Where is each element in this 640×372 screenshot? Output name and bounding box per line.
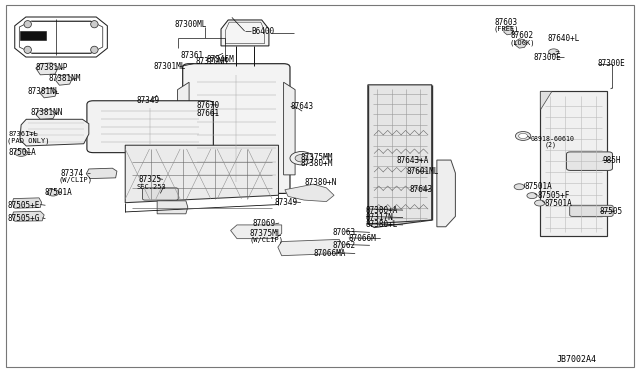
Text: 87381NN: 87381NN <box>30 108 63 117</box>
Text: 87643: 87643 <box>410 185 433 194</box>
Polygon shape <box>177 82 189 175</box>
Ellipse shape <box>24 20 31 28</box>
Polygon shape <box>285 184 334 202</box>
Text: 87300ML: 87300ML <box>174 20 207 29</box>
Polygon shape <box>230 225 282 238</box>
Text: (W/CLIP): (W/CLIP) <box>250 237 284 243</box>
Circle shape <box>15 149 28 156</box>
Text: SEC.253: SEC.253 <box>136 184 166 190</box>
Text: JB7002A4: JB7002A4 <box>556 355 596 364</box>
Text: 87349: 87349 <box>274 198 297 207</box>
Text: 87380+N: 87380+N <box>305 178 337 187</box>
Text: 87375MM: 87375MM <box>301 153 333 161</box>
Text: 87501A: 87501A <box>8 148 36 157</box>
Text: 87380+L: 87380+L <box>366 221 398 230</box>
Text: (2): (2) <box>545 142 557 148</box>
Circle shape <box>295 154 308 162</box>
Polygon shape <box>437 160 456 227</box>
Circle shape <box>47 189 59 196</box>
Text: B6400: B6400 <box>251 26 274 36</box>
Circle shape <box>515 132 531 140</box>
Ellipse shape <box>24 46 31 54</box>
Polygon shape <box>40 88 57 98</box>
Text: 87325: 87325 <box>139 175 162 184</box>
Polygon shape <box>36 63 58 75</box>
Text: 87062: 87062 <box>332 241 355 250</box>
Text: 87505+F: 87505+F <box>537 191 570 200</box>
Polygon shape <box>515 39 527 48</box>
FancyBboxPatch shape <box>87 101 213 153</box>
Text: 87643+A: 87643+A <box>397 155 429 164</box>
Text: 87640+L: 87640+L <box>548 34 580 43</box>
Text: 87301ML: 87301ML <box>154 62 186 71</box>
Text: 87380+M: 87380+M <box>301 159 333 168</box>
Text: 87505+G: 87505+G <box>7 214 40 223</box>
Text: (FREE): (FREE) <box>493 26 518 32</box>
Text: 87375ML: 87375ML <box>250 229 282 238</box>
Polygon shape <box>36 110 56 119</box>
Text: 87501A: 87501A <box>44 188 72 197</box>
FancyBboxPatch shape <box>570 205 613 217</box>
Polygon shape <box>12 198 42 208</box>
Text: 87063: 87063 <box>332 228 355 237</box>
Text: 87380+A: 87380+A <box>366 206 398 215</box>
Text: 87069: 87069 <box>253 219 276 228</box>
Circle shape <box>548 49 559 55</box>
Text: 87505: 87505 <box>600 207 623 216</box>
Text: 87066M: 87066M <box>348 234 376 243</box>
Text: 87346M: 87346M <box>206 55 234 64</box>
Text: 87643: 87643 <box>291 102 314 111</box>
Text: 87349: 87349 <box>136 96 159 105</box>
Text: 87317N: 87317N <box>366 213 394 222</box>
FancyBboxPatch shape <box>566 152 612 170</box>
Bar <box>540 92 607 236</box>
Text: 87361: 87361 <box>180 51 204 60</box>
Text: 985H: 985H <box>602 155 621 164</box>
Circle shape <box>514 184 524 190</box>
Text: 87381NM: 87381NM <box>49 74 81 83</box>
Polygon shape <box>20 119 89 146</box>
Circle shape <box>518 134 527 138</box>
Text: 87603: 87603 <box>494 18 518 27</box>
Polygon shape <box>540 92 552 110</box>
Polygon shape <box>86 168 117 179</box>
FancyBboxPatch shape <box>143 188 178 200</box>
Ellipse shape <box>91 20 98 28</box>
Text: 87670: 87670 <box>196 101 220 110</box>
Text: 87661: 87661 <box>196 109 220 118</box>
Text: 87501A: 87501A <box>524 182 552 191</box>
Text: (PAD ONLY): (PAD ONLY) <box>7 138 49 144</box>
Polygon shape <box>278 239 343 256</box>
Bar <box>20 31 46 40</box>
Circle shape <box>527 193 537 199</box>
Text: 87381NP: 87381NP <box>36 63 68 72</box>
Text: 87374: 87374 <box>60 169 83 177</box>
Ellipse shape <box>91 46 98 54</box>
Text: (W/CLIP): (W/CLIP) <box>58 176 92 183</box>
Polygon shape <box>504 26 513 35</box>
Polygon shape <box>157 201 188 214</box>
Text: 87601ML: 87601ML <box>406 167 438 176</box>
Polygon shape <box>56 75 72 85</box>
Circle shape <box>290 151 313 165</box>
Polygon shape <box>221 20 269 46</box>
Text: 87066MA: 87066MA <box>314 249 346 258</box>
Circle shape <box>534 200 545 206</box>
Text: 87602: 87602 <box>510 31 533 41</box>
Polygon shape <box>284 82 295 175</box>
Text: 87361+L: 87361+L <box>8 131 38 137</box>
Polygon shape <box>12 211 44 221</box>
Text: 87501A: 87501A <box>545 199 573 208</box>
Polygon shape <box>368 85 432 228</box>
Text: 87300E: 87300E <box>534 52 562 61</box>
Circle shape <box>595 207 605 213</box>
Text: 87381NL: 87381NL <box>28 87 60 96</box>
FancyBboxPatch shape <box>182 64 290 193</box>
Text: (LOCK): (LOCK) <box>509 39 535 46</box>
Text: 08918-60610: 08918-60610 <box>531 135 575 142</box>
Text: 87320NM: 87320NM <box>195 57 228 66</box>
Text: 87300E: 87300E <box>598 59 625 68</box>
Text: 87505+E: 87505+E <box>7 201 40 210</box>
Polygon shape <box>125 145 278 203</box>
